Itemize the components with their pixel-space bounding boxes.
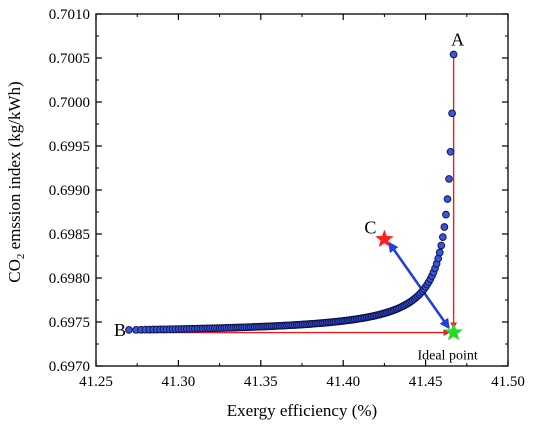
plot-border <box>95 13 509 367</box>
ideal-point-star <box>444 322 463 341</box>
x-axis-ticks: 41.25 41.30 41.35 41.40 41.45 41.50 <box>79 14 525 390</box>
point-a-label: A <box>451 29 464 49</box>
pareto-point <box>125 326 133 334</box>
y-tick-label: 0.6980 <box>49 271 90 287</box>
x-tick-label: 41.40 <box>326 374 360 390</box>
distance-arrow <box>388 241 450 330</box>
x-axis-label: Exergy efficiency (%) <box>227 401 377 420</box>
plot-frame <box>95 13 509 367</box>
y-axis-ticks: 0.6970 0.6975 0.6980 0.6985 0.6990 0.6995 0.70… <box>49 7 508 375</box>
pareto-point <box>437 241 446 250</box>
pareto-point <box>448 109 456 118</box>
x-tick-label: 41.50 <box>491 374 525 390</box>
pareto-point <box>445 175 453 183</box>
pareto-point <box>446 147 455 156</box>
pareto-point <box>449 50 458 59</box>
y-tick-label: 0.6995 <box>49 139 90 155</box>
point-c-label: C <box>364 217 376 237</box>
x-tick-label: 41.45 <box>409 374 443 390</box>
pareto-point <box>440 223 449 231</box>
y-tick-label: 0.6990 <box>49 183 90 199</box>
pareto-point <box>443 195 452 203</box>
y-axis-label: CO2 emssion index (kg/kWh) <box>5 81 27 282</box>
ideal-point-label: Ideal point <box>417 349 477 364</box>
pareto-front-series <box>125 50 458 334</box>
pareto-point <box>438 233 447 241</box>
y-tick-label: 0.7005 <box>49 51 90 67</box>
y-tick-label: 0.6985 <box>49 227 90 243</box>
x-tick-label: 41.25 <box>79 374 113 390</box>
pareto-point <box>435 248 444 257</box>
y-tick-label: 0.7010 <box>49 7 90 23</box>
special-points <box>375 229 463 341</box>
pareto-point <box>442 210 450 219</box>
y-tick-label: 0.7000 <box>49 95 90 111</box>
point-b-label: B <box>114 320 126 340</box>
annotations <box>132 58 458 337</box>
x-tick-label: 41.35 <box>244 374 278 390</box>
y-tick-label: 0.6975 <box>49 315 90 331</box>
y-tick-label: 0.6970 <box>49 359 90 375</box>
x-tick-label: 41.30 <box>162 374 196 390</box>
point-c-star <box>375 229 394 248</box>
